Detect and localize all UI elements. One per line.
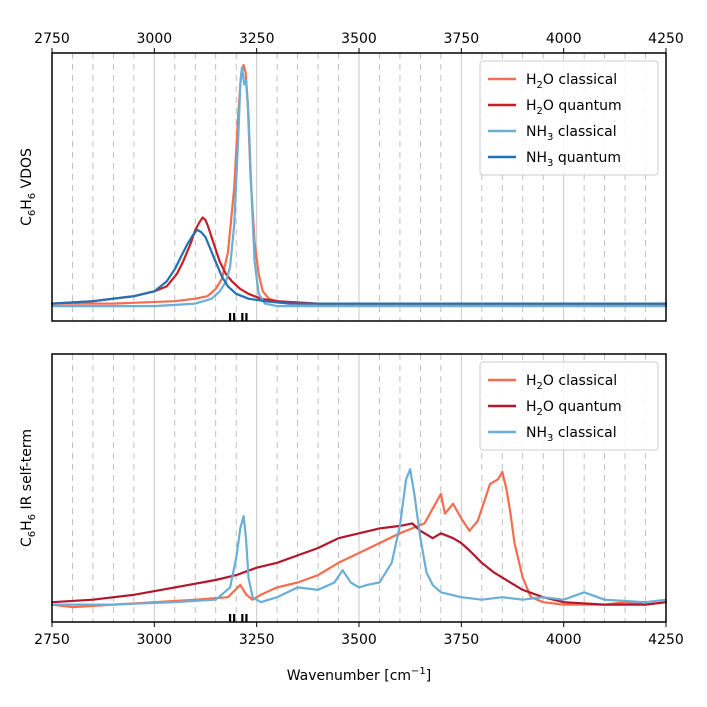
vdos-series-line-3: [50, 228, 668, 305]
ir-tick-label: 4250: [648, 632, 684, 648]
ir-tick-label: 4000: [546, 632, 582, 648]
vdos-tick-label: 3250: [239, 31, 275, 47]
ir-xlabel: Wavenumber [cm−1]: [287, 666, 432, 684]
vdos-tick-label: 4250: [648, 31, 684, 47]
vdos-legend-box: [479, 60, 659, 176]
vdos-tick-label: 3500: [341, 31, 377, 47]
ir-tick-label: 2750: [34, 632, 70, 648]
ir-xlabel-main: Wavenumber [cm: [287, 668, 411, 684]
vdos-legend: H2O classical H2O quantum NH3 classical NH3…: [479, 60, 659, 176]
ir-xlabel-end: ]: [426, 668, 431, 684]
vdos-ylabel-sub1: 6: [27, 210, 38, 216]
vdos-band-markers: [228, 313, 248, 321]
vdos-panel: 2750 3000 3250 3500 3750 4000 4250 C6H6 VDOS H…: [19, 31, 684, 322]
vdos-ylabel-h: H: [19, 199, 35, 210]
vdos-legend-label: NH3 classical: [526, 124, 617, 143]
ir-series-line-2: [50, 468, 668, 606]
ir-tick-label: 3750: [444, 632, 480, 648]
vdos-tick-label: 2750: [34, 31, 70, 47]
vdos-ylabel-c: C: [19, 216, 35, 226]
vdos-legend-label: H2O quantum: [526, 98, 622, 117]
ir-xlabel-sup: −1: [411, 666, 426, 677]
vdos-ylabel-sub2: 6: [27, 193, 38, 199]
vdos-tick-label: 3000: [137, 31, 173, 47]
ir-bottom-ticks: 2750 3000 3250 3500 3750 4000 4250: [34, 622, 684, 648]
vdos-tick-label: 4000: [546, 31, 582, 47]
ir-panel: 2750 3000 3250 3500 3750 4000 4250 C6H6 IR sel…: [19, 353, 684, 684]
ir-ylabel-h: H: [19, 520, 35, 531]
ir-legend-box: [479, 361, 659, 451]
ir-series: [50, 468, 668, 609]
ir-band-markers: [228, 614, 248, 622]
ir-ylabel-c: C: [19, 537, 35, 547]
ir-ylabel-sub2: 6: [27, 514, 38, 520]
ir-tick-label: 3000: [137, 632, 173, 648]
ir-tick-label: 3250: [239, 632, 275, 648]
vdos-legend-label: H2O classical: [526, 72, 617, 91]
ir-ylabel: C6H6 IR self-term: [19, 429, 38, 547]
vdos-tick-label: 3750: [444, 31, 480, 47]
ir-ylabel-sub1: 6: [27, 531, 38, 537]
vdos-ylabel-rest: VDOS: [19, 148, 35, 193]
vdos-top-ticks: 2750 3000 3250 3500 3750 4000 4250: [34, 31, 684, 53]
vdos-series-line-1: [50, 216, 668, 305]
vdos-grid: [72, 53, 646, 321]
ir-legend: H2O classical H2O quantum NH3 classical: [479, 361, 659, 451]
ir-legend-label: H2O quantum: [526, 399, 622, 418]
ir-legend-label: NH3 classical: [526, 425, 617, 444]
ir-tick-label: 3500: [341, 632, 377, 648]
vdos-series-line-2: [50, 66, 668, 308]
vdos-ylabel: C6H6 VDOS: [19, 148, 38, 226]
vdos-series: [50, 63, 668, 308]
ir-grid: [72, 354, 646, 622]
ir-ylabel-rest: IR self-term: [19, 429, 35, 514]
ir-legend-label: H2O classical: [526, 373, 617, 392]
vdos-legend-label: NH3 quantum: [526, 150, 621, 169]
